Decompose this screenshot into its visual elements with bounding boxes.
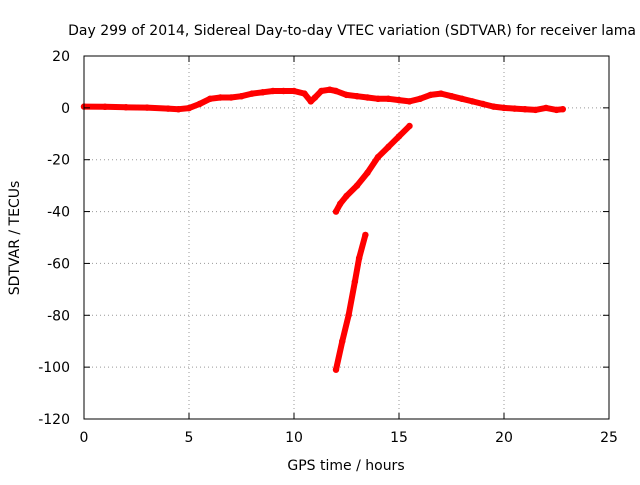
data-point [249,90,255,96]
y-tick-label: -100 [38,360,70,376]
data-point [238,93,244,99]
data-point [406,123,412,129]
data-point [364,170,370,176]
data-point [396,97,402,103]
x-tick-label: 15 [390,430,408,446]
y-tick-label: -120 [38,412,70,428]
data-point [333,88,339,94]
data-point [345,312,351,318]
data-point [406,98,412,104]
data-point [417,96,423,102]
x-tick-label: 20 [495,430,513,446]
data-point [553,107,559,113]
data-point [343,193,349,199]
data-point [186,105,192,111]
data-point [362,232,368,238]
data-point [196,101,202,107]
data-point [337,201,343,207]
data-point [343,92,349,98]
data-point [270,88,276,94]
data-point [165,105,171,111]
data-point [352,278,358,284]
data-point [354,182,360,188]
x-axis-title: GPS time / hours [287,458,404,474]
data-point [333,208,339,214]
data-point [175,106,181,112]
data-point [543,105,549,111]
data-point [448,93,454,99]
data-point [459,96,465,102]
data-point [291,88,297,94]
data-point [301,90,307,96]
y-tick-label: 0 [61,101,70,117]
data-point [354,93,360,99]
x-tick-label: 5 [185,430,194,446]
data-point [144,104,150,110]
y-tick-label: -60 [47,256,70,272]
data-point [385,96,391,102]
data-point [217,94,223,100]
x-tick-label: 0 [80,430,89,446]
data-point [327,87,333,93]
data-point [123,104,129,110]
data-point [364,94,370,100]
data-point [469,98,475,104]
series-segment [355,258,359,281]
data-point [102,104,108,110]
data-point [522,106,528,112]
data-point [511,105,517,111]
data-point [375,96,381,102]
data-point [333,367,339,373]
data-point [259,89,265,95]
data-point [438,90,444,96]
data-point [356,255,362,261]
data-point [560,106,566,112]
data-point [501,105,507,111]
data-point [228,94,234,100]
y-axis-title: SDTVAR / TECUs [7,181,23,296]
data-point [427,92,433,98]
y-tick-label: 20 [52,49,70,65]
y-tick-label: -20 [47,153,70,169]
y-tick-label: -40 [47,205,70,221]
data-point [480,101,486,107]
data-point [207,96,213,102]
data-point [280,88,286,94]
data-point [318,88,324,94]
x-tick-label: 25 [600,430,618,446]
data-point [312,94,318,100]
data-point [385,144,391,150]
data-point [490,103,496,109]
y-tick-label: -80 [47,308,70,324]
data-point [339,338,345,344]
data-point [396,133,402,139]
data-point [375,154,381,160]
chart-title: Day 299 of 2014, Sidereal Day-to-day VTE… [68,23,636,39]
x-tick-label: 10 [285,430,303,446]
data-point [532,107,538,113]
